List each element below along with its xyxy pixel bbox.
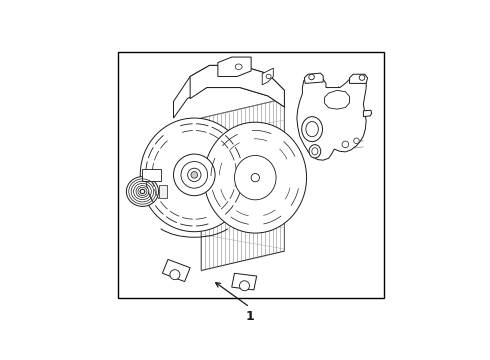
Polygon shape [190, 66, 284, 107]
Circle shape [173, 154, 215, 195]
Polygon shape [364, 110, 372, 117]
Polygon shape [304, 73, 323, 84]
Circle shape [191, 172, 197, 178]
Circle shape [359, 75, 365, 80]
Polygon shape [297, 76, 366, 160]
Circle shape [170, 270, 180, 280]
Ellipse shape [312, 148, 318, 155]
Ellipse shape [266, 74, 271, 79]
Ellipse shape [126, 177, 159, 206]
Ellipse shape [302, 117, 322, 141]
Circle shape [188, 168, 201, 181]
Polygon shape [218, 57, 251, 76]
Circle shape [309, 74, 314, 80]
Polygon shape [232, 273, 257, 290]
Bar [118, 51, 384, 298]
Circle shape [354, 138, 359, 144]
Polygon shape [159, 185, 167, 198]
Ellipse shape [235, 64, 242, 69]
Ellipse shape [235, 156, 276, 200]
Circle shape [342, 141, 349, 148]
Ellipse shape [204, 122, 307, 233]
Text: 1: 1 [245, 310, 254, 323]
Ellipse shape [140, 118, 248, 232]
Polygon shape [201, 99, 284, 270]
Polygon shape [324, 90, 349, 109]
Circle shape [181, 162, 208, 188]
Polygon shape [162, 260, 190, 282]
Polygon shape [173, 66, 284, 118]
Circle shape [140, 189, 145, 194]
Text: 2: 2 [311, 83, 319, 96]
Circle shape [240, 281, 249, 291]
Polygon shape [349, 74, 368, 84]
Ellipse shape [306, 122, 318, 137]
Ellipse shape [309, 145, 320, 158]
Polygon shape [142, 169, 161, 181]
Polygon shape [262, 68, 273, 85]
Circle shape [251, 174, 259, 182]
